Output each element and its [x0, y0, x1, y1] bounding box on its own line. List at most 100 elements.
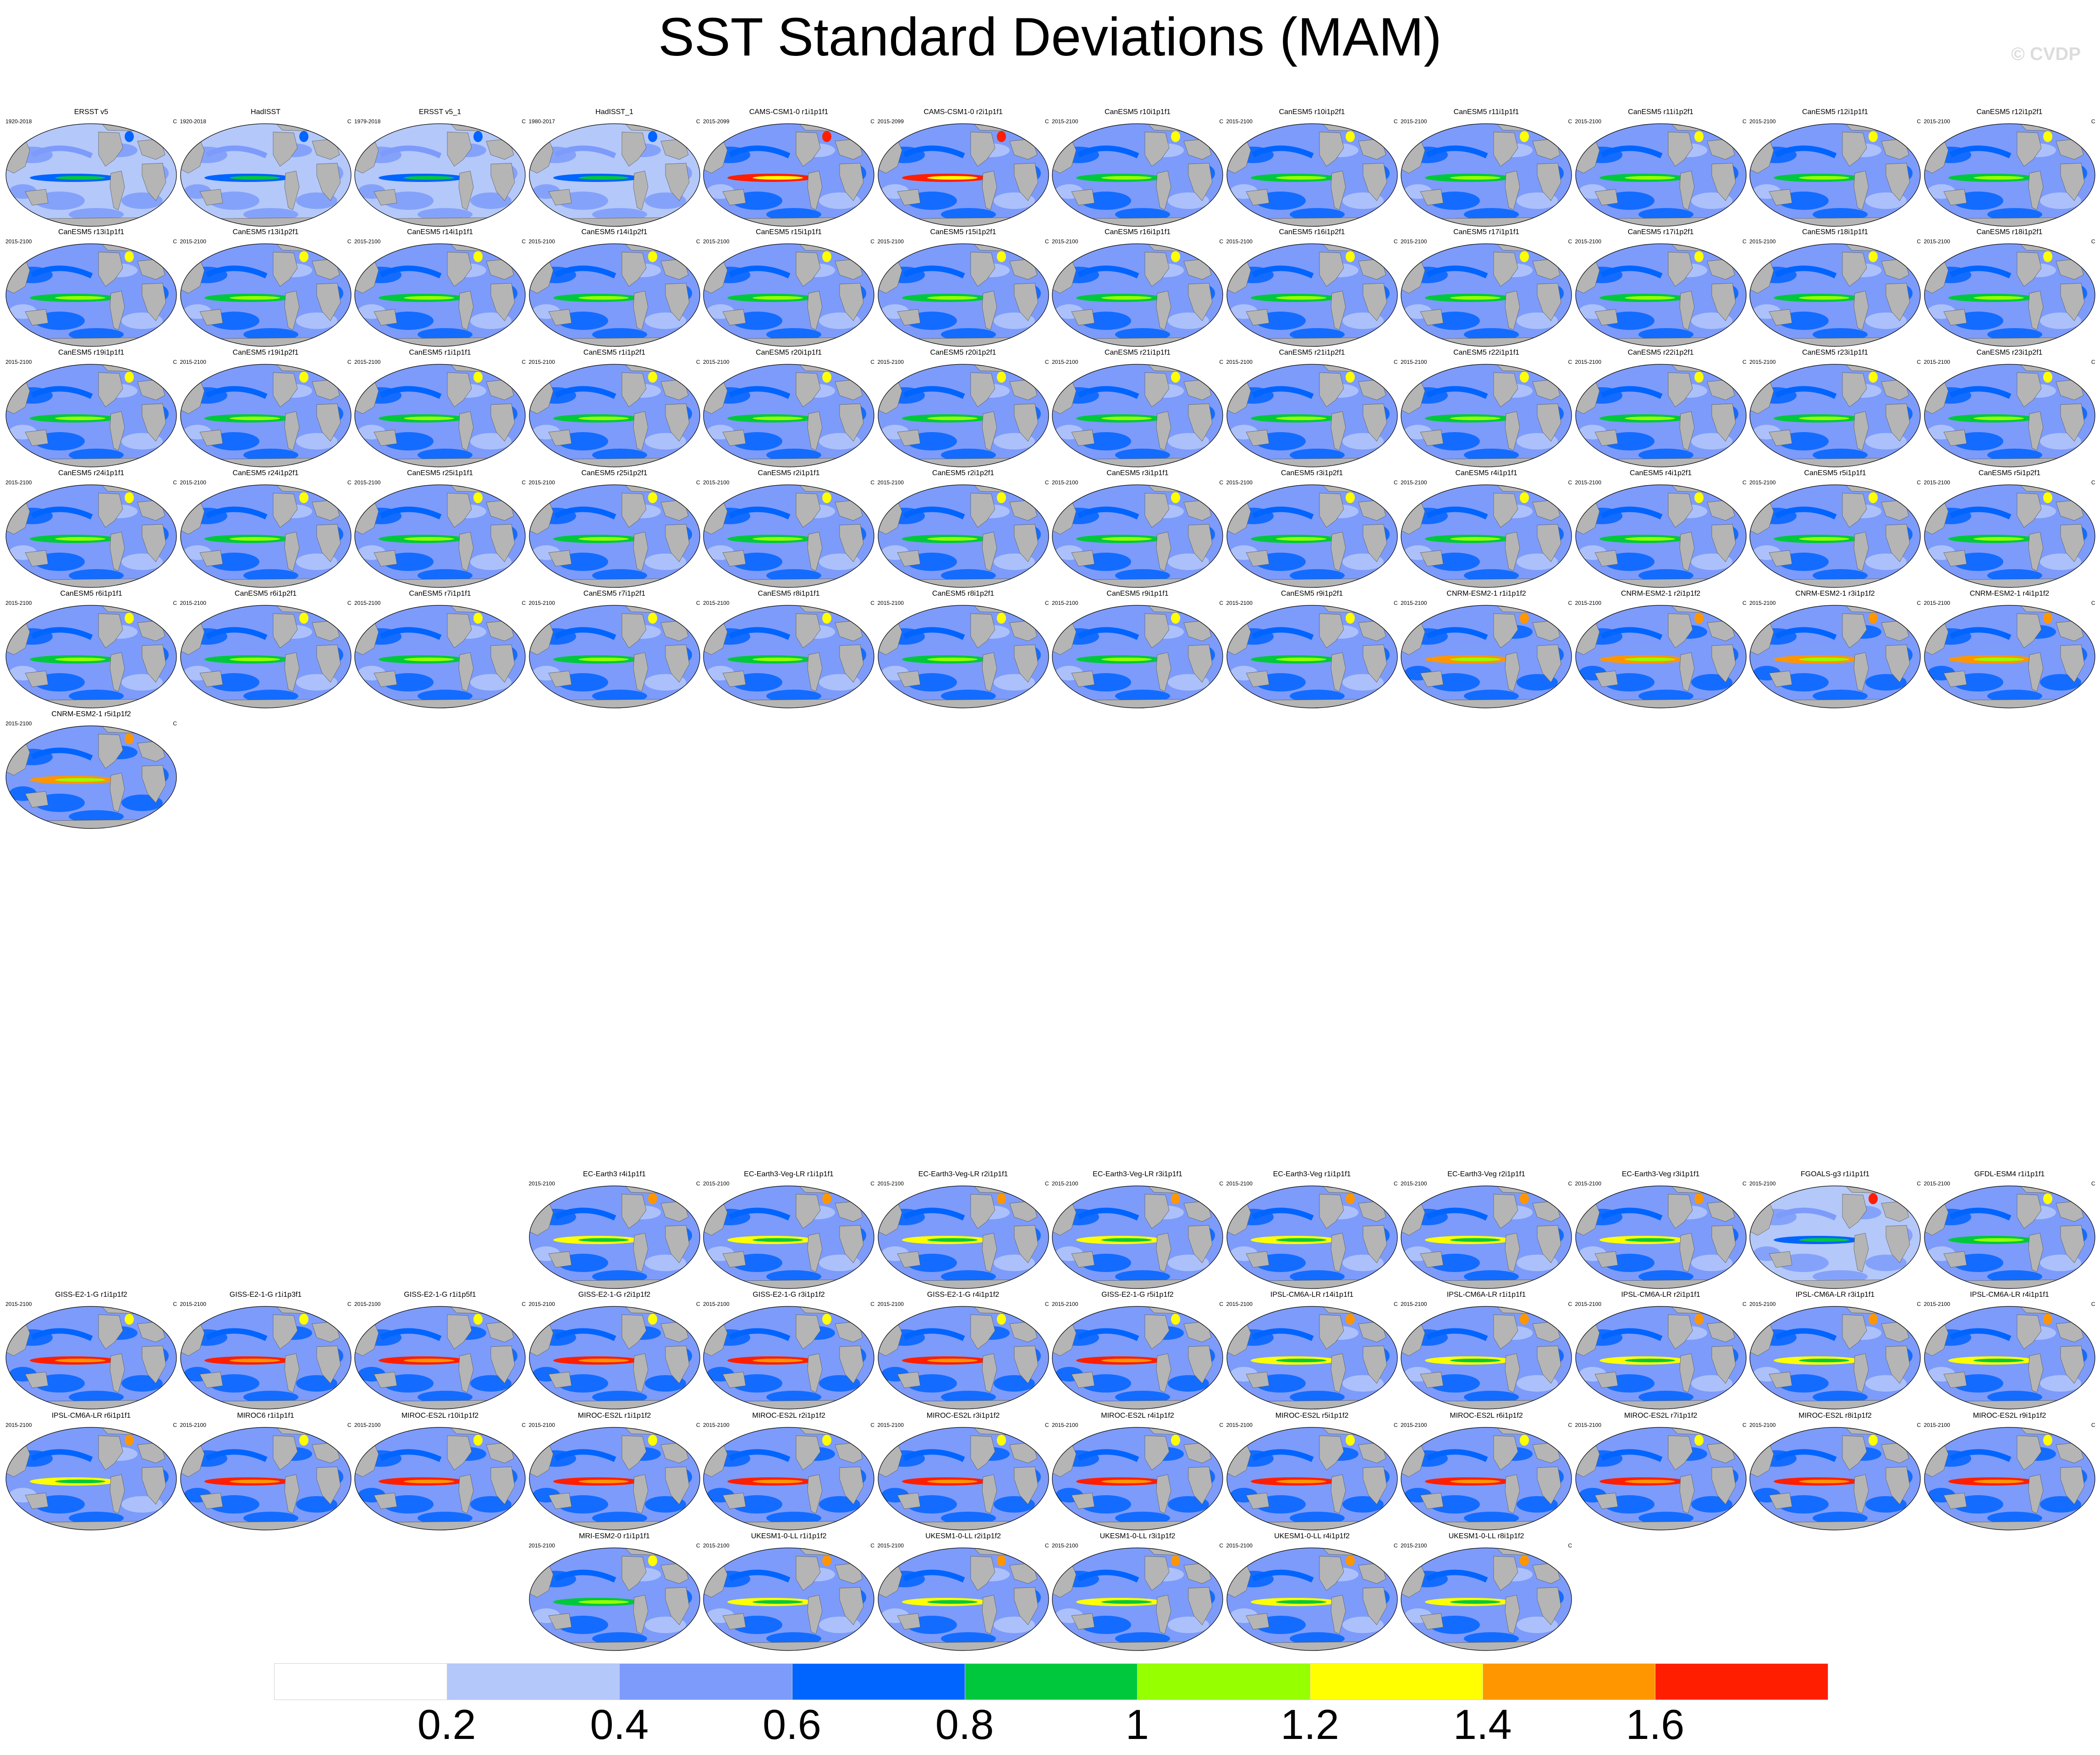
colorbar-swatch — [446, 1663, 620, 1700]
map-panel: CanESM5 r10i1p1f1 2015-2100 C — [1051, 108, 1224, 227]
world-map — [180, 243, 352, 347]
land-mass — [2017, 132, 2041, 167]
land-mass — [807, 291, 823, 330]
north-pacific-arc — [205, 506, 267, 520]
panel-units: C — [173, 720, 177, 727]
land-mass — [796, 1435, 821, 1470]
panel-period: 2015-2100 — [877, 359, 904, 365]
north-atlantic-hotspot — [1869, 131, 1878, 142]
sst-anomaly-patch — [592, 449, 647, 461]
panel-title: CanESM5 r22i1p2f1 — [1627, 349, 1694, 356]
world-map — [5, 605, 177, 708]
colorbar-swatch — [1310, 1663, 1483, 1700]
north-atlantic-hotspot — [996, 1555, 1006, 1566]
panel-title: CanESM5 r23i1p1f1 — [1802, 349, 1869, 356]
map-outline — [1226, 1306, 1398, 1409]
map-outline — [703, 1306, 874, 1409]
equatorial-core — [55, 778, 105, 782]
land-mass — [529, 578, 700, 587]
panel-title: MIROC-ES2L r2i1p1f2 — [752, 1412, 825, 1420]
north-pacific-arc — [1077, 265, 1139, 279]
land-mass — [633, 1595, 648, 1634]
land-mass — [374, 1371, 397, 1388]
land-mass — [1363, 163, 1387, 201]
north-atlantic-hotspot — [473, 1314, 483, 1325]
land-mass — [1319, 132, 1344, 167]
map-panel: IPSL-CM6A-LR r6i1p1f1 2015-2100 C — [5, 1412, 178, 1531]
land-mass — [796, 372, 821, 407]
map-outline — [877, 243, 1049, 347]
north-atlantic-hotspot — [473, 131, 483, 142]
land-mass — [1668, 132, 1693, 167]
equatorial-core — [404, 658, 454, 661]
sst-anomaly-patch — [1464, 1391, 1519, 1404]
land-mass — [1750, 217, 1920, 226]
land-mass — [98, 493, 123, 528]
land-mass — [199, 1371, 223, 1388]
sst-anomaly-patch — [940, 208, 996, 221]
panel-title: CanESM5 r15i1p1f1 — [755, 228, 822, 236]
panel-period: 2015-2100 — [1401, 238, 1427, 245]
panel-units: C — [173, 359, 177, 365]
panel-period: 2015-2100 — [703, 1422, 730, 1428]
panel-title: CanESM5 r14i1p1f1 — [407, 228, 473, 236]
colorbar-swatch — [792, 1663, 965, 1700]
map-panel: CanESM5 r17i1p1f1 2015-2100 C — [1400, 228, 1573, 347]
land-mass — [704, 698, 874, 708]
land-mass — [142, 403, 166, 442]
panel-period: 2015-2100 — [528, 1542, 555, 1549]
panel-title: CNRM-ESM2-1 r1i1p1f2 — [1446, 590, 1526, 598]
panel-period: 2015-2100 — [180, 238, 206, 245]
panel-period: 2015-2100 — [1924, 1301, 1950, 1307]
panel-title: CanESM5 r20i1p1f1 — [755, 349, 822, 356]
land-mass — [1750, 1279, 1920, 1289]
land-mass — [982, 291, 997, 330]
map-outline — [1575, 364, 1747, 467]
panel-units: C — [870, 238, 874, 245]
land-mass — [1886, 283, 1910, 321]
equatorial-core — [1101, 537, 1152, 541]
land-mass — [621, 372, 646, 407]
panel-units: C — [1393, 238, 1398, 245]
land-mass — [1014, 403, 1038, 442]
panel-period: 2015-2100 — [1749, 1422, 1776, 1428]
map-outline — [877, 1306, 1049, 1409]
world-map — [1226, 1427, 1398, 1530]
map-outline — [1575, 1306, 1747, 1409]
land-mass — [1363, 403, 1387, 442]
north-pacific-arc — [1426, 506, 1488, 520]
equatorial-core — [578, 1480, 629, 1483]
sst-anomaly-patch — [766, 690, 821, 702]
land-mass — [2017, 1314, 2041, 1349]
panel-period: 2015-2100 — [877, 600, 904, 606]
land-mass — [1668, 1314, 1693, 1349]
equatorial-core — [1624, 417, 1675, 420]
panel-title: HadISST_1 — [595, 108, 633, 116]
land-mass — [722, 429, 746, 446]
north-pacific-arc — [1251, 1207, 1314, 1221]
equatorial-core — [578, 658, 629, 661]
colorbar-tick-label: 1.4 — [1453, 1701, 1512, 1748]
sst-anomaly-patch — [1289, 1512, 1345, 1525]
map-panel: MIROC-ES2L r10i1p1f2 2015-2100 C — [353, 1412, 527, 1531]
land-mass — [621, 252, 646, 287]
panel-title: ERSST v5_1 — [418, 108, 462, 116]
sst-anomaly-patch — [766, 449, 821, 461]
land-mass — [355, 578, 525, 587]
north-atlantic-hotspot — [1171, 613, 1180, 624]
north-atlantic-hotspot — [1694, 1435, 1704, 1446]
land-mass — [878, 337, 1049, 346]
world-map — [1052, 484, 1223, 588]
map-panel: CanESM5 r5i1p2f1 2015-2100 C — [1923, 469, 2096, 588]
panel-title: CanESM5 r11i1p1f1 — [1453, 108, 1519, 116]
land-mass — [1144, 613, 1170, 648]
land-mass — [665, 403, 689, 442]
equatorial-core — [1101, 296, 1152, 300]
equatorial-core — [1275, 176, 1326, 180]
land-mass — [1144, 493, 1170, 528]
north-pacific-arc — [1949, 265, 2011, 279]
sst-anomaly-patch — [1289, 569, 1345, 582]
land-mass — [6, 1399, 176, 1409]
land-mass — [1943, 309, 1967, 326]
north-pacific-arc — [1251, 1328, 1314, 1341]
